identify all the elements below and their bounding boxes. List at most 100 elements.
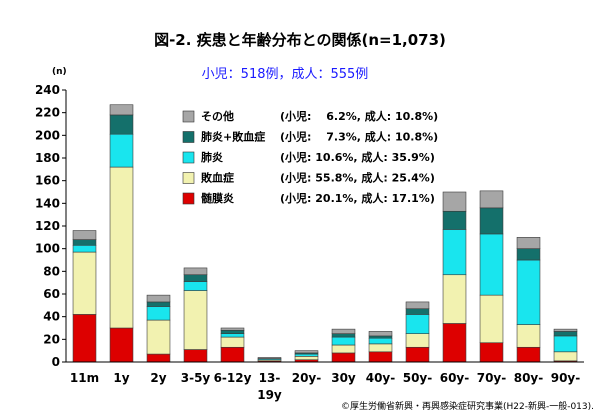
bar-3-series-2 [183,281,208,291]
x-tick-label-2: 2y [150,371,166,385]
bar-3-series-4 [183,267,208,276]
bar-1-series-3 [109,114,134,135]
bar-9-series-3 [405,308,430,315]
legend-label-3: 敗血症 [201,171,234,185]
bar-11-series-0 [479,342,504,363]
legend-swatch-2 [182,151,195,164]
bar-6-series-2 [294,353,319,357]
bar-13-series-1 [553,351,578,362]
legend-detail-3: (小児: 55.8%, 成人: 25.4%) [280,171,435,185]
bar-8-series-2 [368,337,393,345]
bar-7-series-3 [331,333,356,338]
y-tick-label-11: 220 [35,106,60,120]
bar-11-series-2 [479,233,504,296]
bar-4-series-4 [220,327,245,331]
bar-9-series-4 [405,301,430,310]
bar-8-series-4 [368,331,393,337]
bar-4-series-3 [220,329,245,334]
legend-label-4: 髄膜炎 [201,191,234,205]
bar-3-series-1 [183,290,208,350]
legend-swatch-3 [182,172,195,184]
bar-4-series-2 [220,333,245,338]
x-tick-label-5: 13-19y [257,371,282,402]
legend-detail-1: (小児: 7.3%, 成人: 10.8%) [280,130,438,144]
x-tick-label-0: 11m [70,371,99,385]
x-tick-label-6: 20y- [292,371,322,385]
bar-2-series-2 [146,306,171,321]
bar-3-series-3 [183,274,208,282]
legend-swatch-1 [182,131,195,143]
bar-0-series-1 [72,251,97,315]
bar-1-series-1 [109,166,134,329]
y-tick-label-6: 120 [35,219,60,233]
bar-2-series-0 [146,353,171,363]
chart-subtitle: 小児：518例，成人：555例 [202,67,369,82]
y-axis-unit: (n) [52,67,67,77]
bar-11-series-3 [479,207,504,235]
bar-0-series-0 [72,314,97,363]
y-tick-label-2: 40 [43,310,60,324]
bar-1-series-4 [109,104,134,116]
legend-label-1: 肺炎+敗血症 [201,130,265,144]
x-tick-label-3: 3-5y [181,371,211,385]
bar-7-series-0 [331,352,356,363]
chart-title: 図-2. 疾患と年齢分布との関係(n=1,073) [154,31,446,49]
bar-7-series-4 [331,328,356,334]
bar-1-series-0 [109,327,134,363]
bar-7-series-2 [331,336,356,346]
bar-10-series-4 [442,191,467,212]
bar-10-series-0 [442,323,467,363]
bar-6-series-4 [294,350,319,354]
bar-9-series-0 [405,346,430,363]
y-tick-label-1: 20 [43,332,60,346]
x-tick-label-12: 80y- [514,371,544,385]
bar-0-series-3 [72,239,97,246]
bar-10-series-1 [442,274,467,324]
bar-2-series-3 [146,301,171,307]
bar-13-series-4 [553,328,578,332]
legend-swatch-0 [182,110,195,123]
bar-4-series-1 [220,336,245,348]
bar-13-series-2 [553,335,578,353]
legend-detail-2: (小児: 10.6%, 成人: 35.9%) [280,150,435,164]
bar-11-series-1 [479,294,504,344]
legend-label-2: 肺炎 [201,150,223,164]
bar-8-series-1 [368,343,393,353]
bar-3-series-0 [183,349,208,363]
y-tick-label-3: 60 [43,287,60,301]
x-tick-label-8: 40y- [366,371,396,385]
y-tick-label-10: 200 [35,128,60,142]
x-tick-label-4: 6-12y [214,371,252,385]
legend: その他 (小児: 6.2%, 成人: 10.8%) 肺炎+敗血症 (小児: 7.3%,… [182,109,438,205]
bar-9-series-1 [405,333,430,348]
x-tick-label-10: 60y- [440,371,470,385]
x-tick-label-1: 1y [113,371,129,385]
y-tick-label-5: 100 [35,242,60,256]
x-tick-label-11: 70y- [477,371,507,385]
bar-12-series-0 [516,346,541,363]
y-tick-label-9: 180 [35,151,60,165]
bar-12-series-4 [516,237,541,249]
bar-11-series-4 [479,190,504,209]
legend-detail-0: (小児: 6.2%, 成人: 10.8%) [280,109,438,123]
legend-detail-4: (小児: 20.1%, 成人: 17.1%) [280,191,435,205]
bar-5-series-4 [257,357,282,359]
x-tick-label-7: 30y [331,371,356,385]
y-tick-label-4: 80 [43,264,60,278]
bar-0-series-2 [72,244,97,253]
x-tick-label-13: 90y- [551,371,581,385]
bar-2-series-1 [146,319,171,355]
bars [72,104,578,363]
bar-6-series-1 [294,356,319,361]
bar-13-series-3 [553,331,578,337]
bar-8-series-3 [368,335,393,339]
legend-swatch-4 [182,192,195,205]
legend-label-0: その他 [201,109,234,123]
bar-10-series-3 [442,210,467,230]
bar-4-series-0 [220,346,245,363]
footer-credit: ©厚生労働省新興・再興感染症研究事業(H22-新興-一般-013). [341,400,594,412]
bar-8-series-0 [368,351,393,363]
y-axis: 0 20 40 60 80 100 120 140 160 180 200 220 240 [35,83,67,369]
bar-12-series-2 [516,259,541,325]
